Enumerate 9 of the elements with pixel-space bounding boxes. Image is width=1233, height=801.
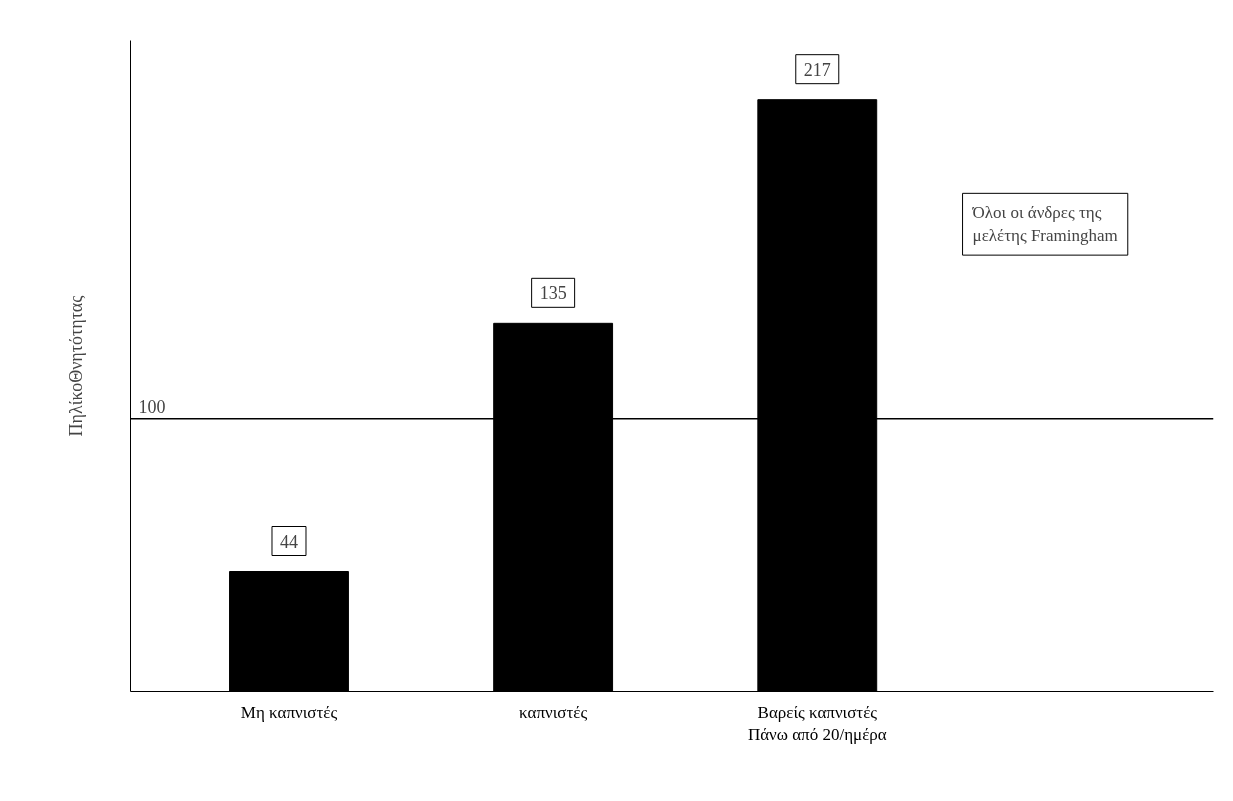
- text: Όλοι οι άνδρες της μελέτης Framingham: [971, 203, 1118, 246]
- data-label: 217: [803, 59, 831, 80]
- x-tick-label: καπνιστές: [519, 702, 588, 722]
- data-label: 135: [539, 283, 567, 304]
- ref-line-label: 100: [138, 396, 166, 417]
- data-label: 44: [279, 531, 298, 552]
- y-axis-title: ΠηλίκοΘνητότητας: [65, 295, 86, 437]
- x-tick-label: Βαρείς καπνιστές Πάνω από 20/ημέρα: [747, 702, 887, 745]
- x-tick-label: Μη καπνιστές: [240, 702, 338, 722]
